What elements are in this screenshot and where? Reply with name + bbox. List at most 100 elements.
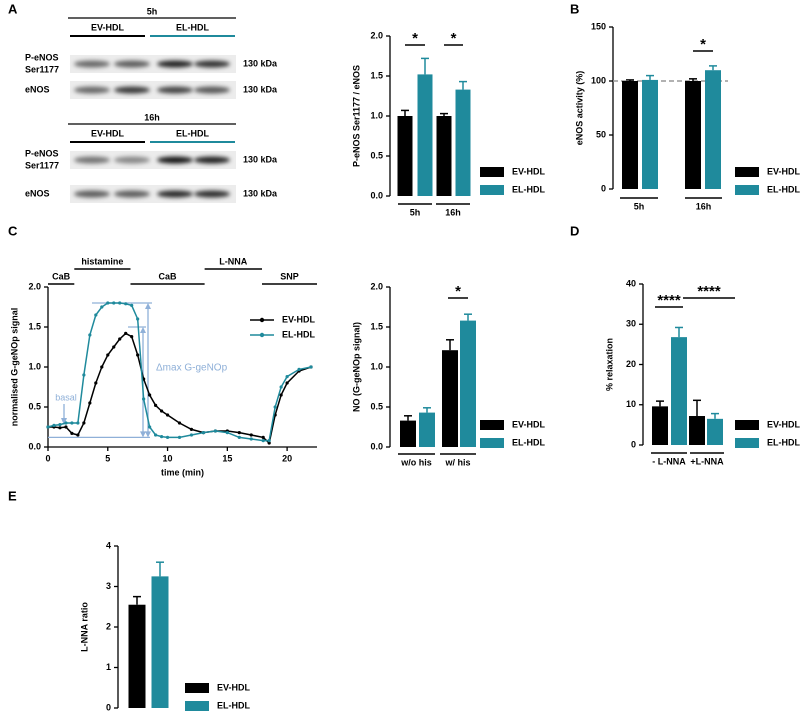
- legend-label: EV-HDL: [282, 314, 316, 324]
- point: [279, 393, 283, 397]
- significance-label: *: [700, 36, 706, 53]
- point: [58, 423, 62, 427]
- point: [154, 403, 158, 407]
- y-tick-label: 0.0: [370, 190, 383, 200]
- blot-row-label: P-eNOS: [25, 52, 59, 62]
- y-tick-label: 2.0: [28, 281, 41, 291]
- blot-group: EV-HDL: [91, 22, 125, 32]
- y-axis-label: eNOS activity (%): [574, 71, 584, 146]
- x-tick-label: w/ his: [444, 457, 470, 467]
- x-tick-label: 5h: [634, 201, 645, 211]
- y-tick-label: 2: [106, 621, 111, 631]
- blot-size: 130 kDa: [243, 58, 278, 68]
- point: [100, 365, 104, 369]
- legend-swatch: [735, 167, 759, 177]
- point: [249, 433, 253, 437]
- blot-row-label: eNOS: [25, 188, 50, 198]
- blot-band: [157, 60, 193, 68]
- significance-label: *: [455, 283, 461, 300]
- bar: [400, 420, 416, 447]
- legend-label: EV-HDL: [767, 419, 800, 429]
- bar: [689, 416, 705, 445]
- point: [237, 431, 241, 435]
- bar: [151, 576, 169, 708]
- point: [285, 381, 289, 385]
- blot-band: [157, 86, 193, 94]
- blot-band: [194, 60, 230, 68]
- point: [249, 437, 253, 441]
- x-tick-label: +L-NNA: [690, 456, 724, 466]
- y-tick-label: 10: [626, 399, 636, 409]
- point: [165, 435, 170, 439]
- point: [142, 397, 146, 401]
- bar: [671, 337, 687, 445]
- legend-swatch: [735, 185, 759, 195]
- x-tick-label: - L-NNA: [652, 456, 686, 466]
- legend-swatch: [735, 438, 759, 448]
- significance-label: ****: [697, 283, 721, 300]
- y-tick-label: 150: [591, 21, 606, 31]
- point: [148, 425, 152, 429]
- legend-swatch: [480, 438, 504, 448]
- blot-band: [194, 190, 230, 198]
- point: [64, 421, 68, 425]
- point: [165, 413, 170, 417]
- point: [130, 335, 134, 339]
- panel-label: C: [8, 223, 18, 238]
- point: [136, 353, 140, 357]
- point: [76, 433, 80, 437]
- legend-marker: [259, 317, 265, 323]
- y-tick-label: 1: [106, 662, 111, 672]
- legend-swatch: [480, 420, 504, 430]
- x-tick-label: 0: [45, 453, 50, 463]
- significance-label: *: [451, 30, 457, 47]
- y-tick-label: 0.0: [370, 441, 383, 451]
- blot-group: EL-HDL: [176, 128, 209, 138]
- point: [285, 375, 289, 379]
- point: [261, 439, 265, 443]
- blot-band: [114, 156, 150, 164]
- legend-label: EV-HDL: [512, 419, 546, 429]
- point: [64, 425, 68, 429]
- x-tick-label: 16h: [445, 207, 461, 217]
- bar: [705, 70, 721, 189]
- legend-label: EL-HDL: [767, 184, 800, 194]
- bar: [707, 418, 723, 445]
- legend-marker: [259, 332, 265, 338]
- blot-time: 16h: [144, 112, 160, 122]
- point: [106, 301, 110, 305]
- y-tick-label: 1.5: [370, 70, 383, 80]
- bar: [642, 79, 658, 189]
- point: [279, 385, 283, 389]
- y-tick-label: 0.5: [28, 401, 41, 411]
- arrow-head: [145, 431, 151, 438]
- legend-label: EV-HDL: [767, 166, 800, 176]
- legend-swatch: [735, 420, 759, 430]
- point: [148, 393, 152, 397]
- point: [76, 421, 80, 425]
- legend-swatch: [480, 185, 504, 195]
- bar: [419, 412, 435, 447]
- y-tick-label: 0: [106, 702, 111, 712]
- y-tick-label: 20: [626, 359, 636, 369]
- blot-band: [194, 156, 230, 164]
- blot-band: [157, 156, 193, 164]
- x-axis-label: time (min): [161, 467, 204, 477]
- point: [309, 365, 313, 369]
- point: [82, 373, 86, 377]
- y-tick-label: 1.0: [370, 361, 383, 371]
- blot-band: [74, 190, 110, 198]
- arrow-head: [140, 327, 146, 333]
- blot-size: 130 kDa: [243, 154, 278, 164]
- blot-row-label: eNOS: [25, 84, 50, 94]
- bar: [128, 604, 146, 708]
- point: [237, 435, 241, 439]
- x-tick-label: 5: [105, 453, 110, 463]
- annotation: basal: [55, 392, 77, 402]
- point: [88, 401, 92, 405]
- point: [177, 421, 182, 425]
- point: [70, 421, 74, 425]
- x-tick-label: 20: [282, 453, 292, 463]
- bar: [622, 81, 638, 189]
- blot-background: [70, 55, 236, 73]
